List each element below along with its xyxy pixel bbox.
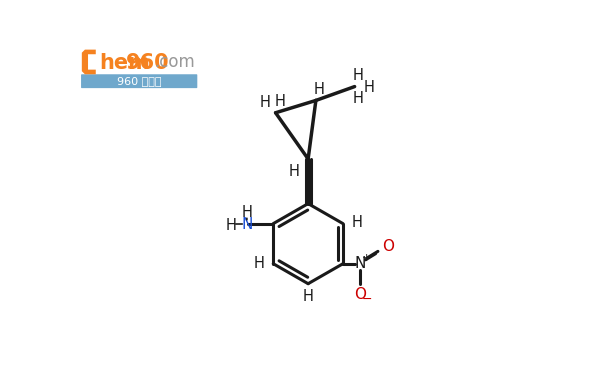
Text: H: H (254, 256, 265, 271)
Text: H: H (313, 82, 324, 97)
Text: .com: .com (154, 53, 195, 71)
FancyBboxPatch shape (81, 74, 197, 88)
Text: +: + (362, 253, 371, 263)
Text: O: O (382, 239, 394, 254)
Text: H: H (352, 91, 363, 106)
Text: H: H (352, 214, 362, 230)
Text: H: H (226, 217, 237, 232)
Polygon shape (82, 50, 96, 74)
Text: H: H (275, 94, 286, 110)
Text: H: H (352, 68, 363, 82)
Text: O: O (354, 287, 366, 302)
Text: 960: 960 (126, 53, 169, 73)
Text: H: H (260, 95, 271, 110)
Text: H: H (302, 289, 313, 304)
Text: H: H (363, 80, 374, 95)
Text: H: H (241, 206, 252, 220)
Text: 960 化工网: 960 化工网 (117, 76, 162, 86)
Text: H: H (289, 164, 299, 179)
Text: N: N (241, 217, 252, 232)
Text: N: N (355, 256, 366, 271)
Text: −: − (362, 292, 372, 306)
Text: hem: hem (99, 53, 150, 73)
